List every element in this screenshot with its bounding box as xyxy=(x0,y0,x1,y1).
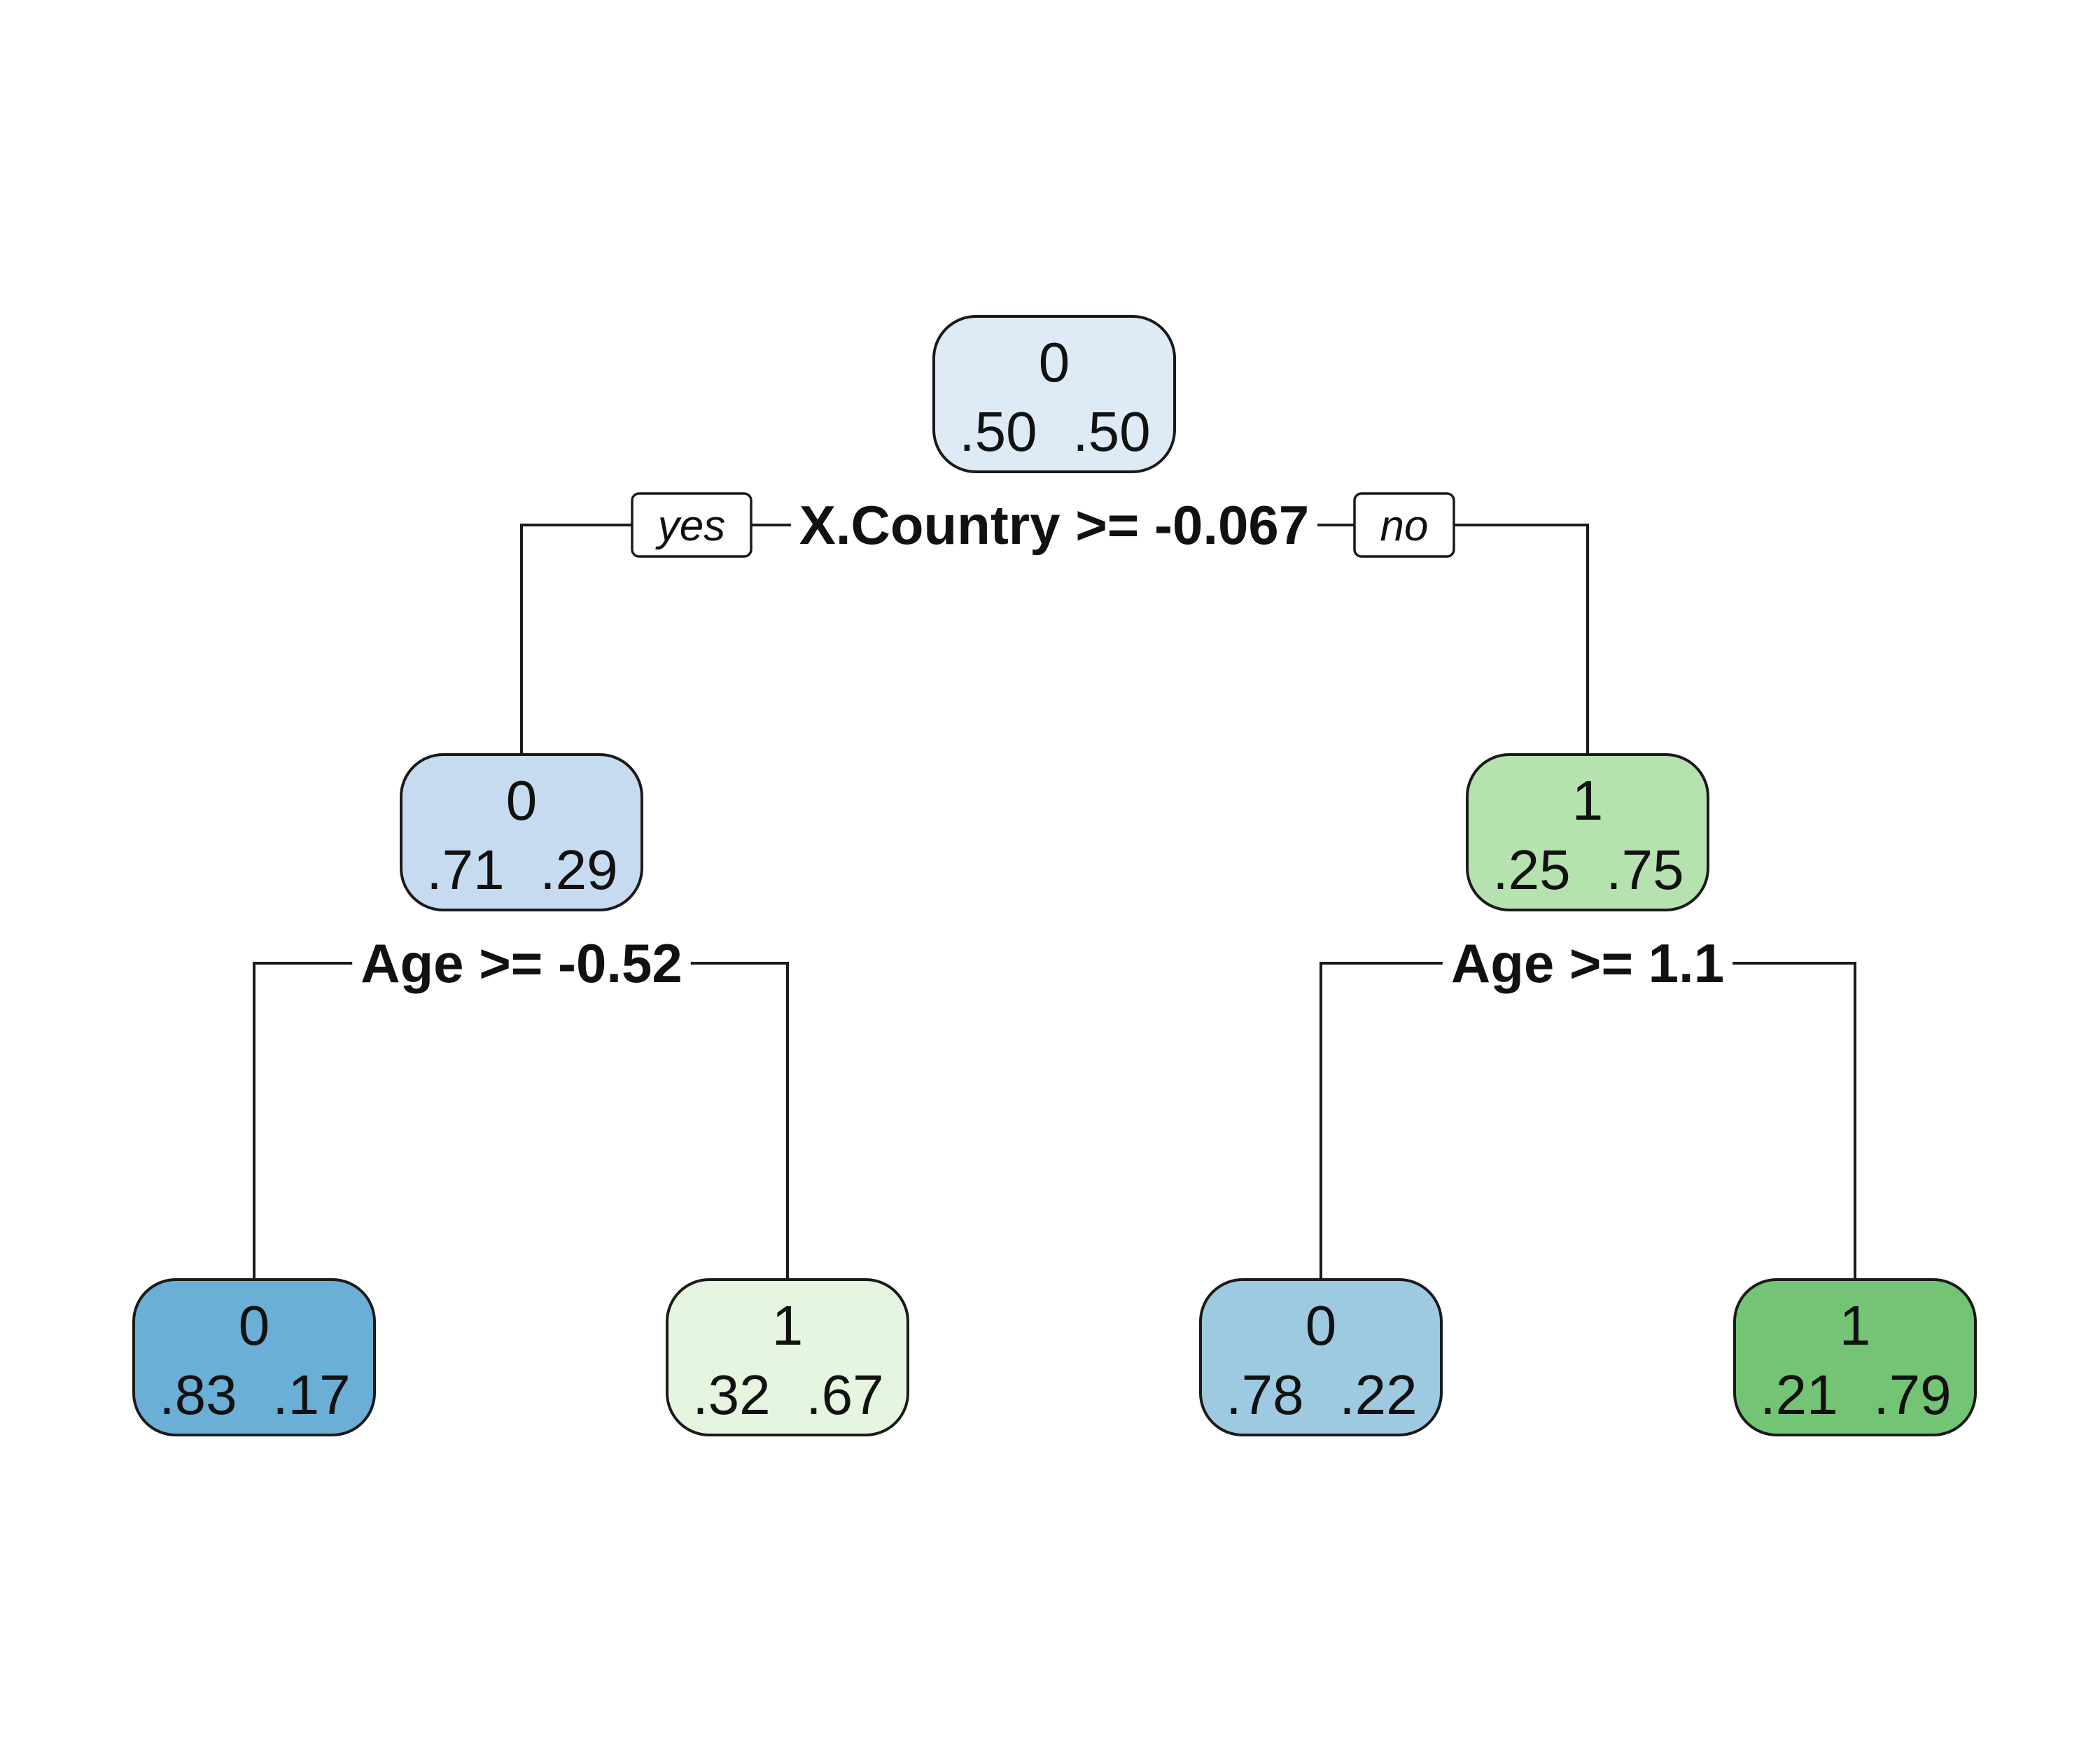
branch-yes-label: yes xyxy=(655,502,725,550)
node-right: 1.25 .75 xyxy=(1466,753,1709,911)
node-prob-class-1: .79 xyxy=(1873,1364,1951,1426)
split-labels: X.Country >= -0.067 yes no Age >= -0.52 Age … xyxy=(352,492,1733,994)
branch-yes-box xyxy=(631,492,752,558)
edge-left xyxy=(253,962,789,1280)
node-class-label: 1 xyxy=(772,1294,804,1357)
node-box xyxy=(1199,1278,1443,1436)
node-prob-class-0: .32 xyxy=(692,1364,770,1426)
split-label-background xyxy=(790,494,1318,556)
node-class-label: 1 xyxy=(1840,1294,1871,1357)
branch-no: no xyxy=(1353,492,1455,558)
node-prob-class-0: .21 xyxy=(1760,1364,1837,1426)
node-prob-class-1: .22 xyxy=(1339,1364,1417,1426)
node-prob-class-0: .50 xyxy=(959,400,1037,463)
edge-right xyxy=(1320,962,1856,1280)
node-prob-class-1: .67 xyxy=(806,1364,883,1426)
split-label: Age >= -0.52 xyxy=(360,932,682,994)
node-class-label: 0 xyxy=(239,1294,270,1357)
node-prob-class-0: .83 xyxy=(159,1364,237,1426)
node-box xyxy=(1466,753,1709,911)
split-root: X.Country >= -0.067 yes no xyxy=(631,492,1455,558)
tree-nodes: 0.50.500.71.291.25.750.83.171.32.670.78.… xyxy=(132,315,1977,1436)
split-right: Age >= 1.1 xyxy=(1442,932,1733,994)
node-leaf-rl: 0.78 .22 xyxy=(1199,1278,1443,1436)
node-box xyxy=(932,315,1176,473)
node-class-label: 0 xyxy=(1039,331,1070,393)
node-prob-class-1: .29 xyxy=(540,839,617,901)
node-leaf-ll: 0.83 .17 xyxy=(132,1278,376,1436)
node-prob-class-0: .25 xyxy=(1492,839,1570,901)
node-prob-class-0: .71 xyxy=(426,839,504,901)
node-leaf-rr: 1.21 .79 xyxy=(1733,1278,1977,1436)
split-label: Age >= 1.1 xyxy=(1451,932,1724,994)
node-leaf-lr: 1.32 .67 xyxy=(666,1278,909,1436)
node-prob-class-1: .50 xyxy=(1072,400,1150,463)
node-box xyxy=(132,1278,376,1436)
node-class-label: 1 xyxy=(1572,769,1604,832)
branch-no-label: no xyxy=(1380,502,1429,550)
edge-root xyxy=(520,524,1589,755)
node-prob-class-0: .78 xyxy=(1226,1364,1303,1426)
branch-yes: yes xyxy=(631,492,752,558)
node-left: 0.71 .29 xyxy=(400,753,643,911)
node-box xyxy=(1733,1278,1977,1436)
node-class-label: 0 xyxy=(1306,1294,1337,1357)
node-box xyxy=(666,1278,909,1436)
split-left: Age >= -0.52 xyxy=(352,932,691,994)
node-prob-class-1: .17 xyxy=(272,1364,350,1426)
node-prob-class-1: .75 xyxy=(1606,839,1684,901)
node-class-label: 0 xyxy=(506,769,538,832)
branch-no-box xyxy=(1353,492,1455,558)
node-root: 0.50 .50 xyxy=(932,315,1176,473)
split-label-background xyxy=(352,932,691,994)
split-label-background xyxy=(1442,932,1733,994)
split-label: X.Country >= -0.067 xyxy=(799,494,1309,556)
node-box xyxy=(400,753,643,911)
